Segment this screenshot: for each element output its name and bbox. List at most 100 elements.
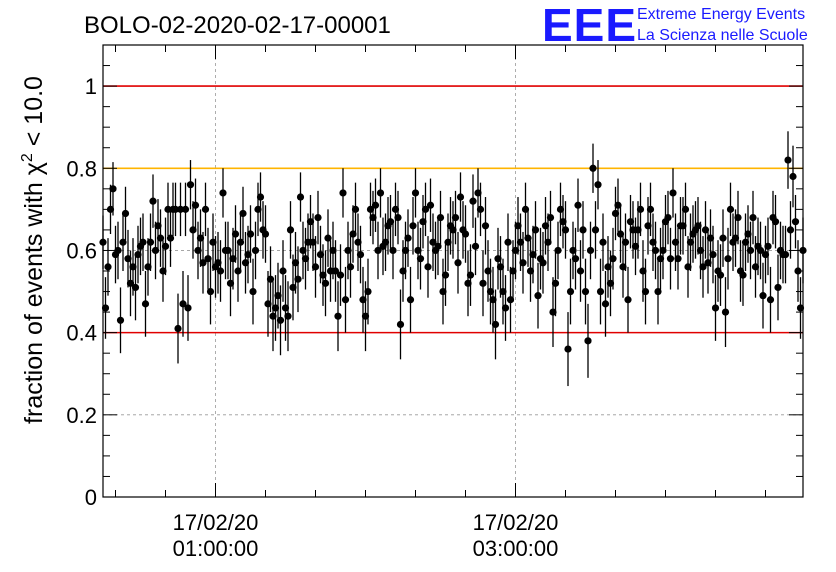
- data-point: [504, 238, 512, 246]
- data-point: [414, 246, 422, 255]
- data-point: [321, 279, 330, 287]
- y-tick-label: 0: [85, 485, 97, 510]
- data-point: [464, 279, 472, 287]
- data-point: [236, 238, 245, 246]
- data-point: [716, 271, 725, 279]
- data-point: [476, 205, 485, 213]
- data-point: [486, 287, 495, 296]
- data-point: [651, 246, 660, 255]
- data-point: [366, 205, 375, 213]
- data-point: [531, 226, 540, 234]
- y-tick-label: 0.4: [66, 321, 97, 346]
- data-point: [241, 259, 250, 267]
- data-point: [549, 308, 557, 316]
- data-point: [631, 242, 640, 250]
- data-point: [721, 308, 730, 316]
- data-point: [649, 238, 657, 246]
- data-point: [724, 255, 732, 263]
- data-point: [524, 234, 532, 242]
- data-point: [596, 287, 605, 296]
- data-point: [451, 213, 460, 222]
- data-point: [154, 222, 162, 230]
- data-point: [506, 296, 515, 304]
- data-point: [246, 230, 255, 238]
- data-point: [291, 259, 300, 267]
- data-point: [381, 238, 390, 246]
- data-point: [156, 234, 165, 242]
- data-point: [539, 259, 547, 267]
- data-point: [101, 304, 110, 312]
- data-point: [471, 242, 480, 250]
- data-point: [224, 246, 232, 255]
- data-point: [646, 205, 655, 213]
- data-point: [594, 181, 602, 189]
- data-point: [356, 250, 365, 259]
- data-point: [244, 250, 252, 259]
- data-point: [254, 205, 262, 213]
- y-tick-label: 0.2: [66, 403, 97, 428]
- data-point: [746, 246, 755, 255]
- data-point: [756, 246, 765, 255]
- data-point: [706, 234, 715, 242]
- data-point: [404, 234, 412, 242]
- data-point: [151, 246, 160, 255]
- data-point: [561, 226, 570, 234]
- data-point: [179, 300, 187, 308]
- data-point: [116, 316, 125, 324]
- data-point: [681, 205, 690, 213]
- data-point: [319, 271, 327, 279]
- data-point: [514, 222, 522, 230]
- data-point: [616, 230, 625, 238]
- data-point: [316, 250, 325, 259]
- data-point: [586, 246, 595, 255]
- data-point: [296, 193, 305, 201]
- data-point: [199, 259, 207, 267]
- data-point: [664, 213, 672, 222]
- data-point: [569, 246, 577, 255]
- data-point: [131, 283, 140, 292]
- data-point: [214, 259, 222, 267]
- data-point: [761, 250, 770, 259]
- data-point: [121, 209, 130, 218]
- data-point: [361, 312, 370, 320]
- data-point: [499, 287, 507, 296]
- data-point: [201, 205, 210, 213]
- data-point: [386, 218, 395, 226]
- data-point: [271, 304, 280, 312]
- data-point: [304, 238, 312, 246]
- data-point: [444, 238, 452, 246]
- data-point: [456, 193, 465, 201]
- data-point: [636, 205, 645, 213]
- data-point: [541, 222, 550, 230]
- data-point: [759, 292, 767, 300]
- data-point: [344, 246, 352, 255]
- data-point: [496, 263, 505, 271]
- x-tick-time-label: 01:00:00: [173, 536, 259, 561]
- data-point: [489, 296, 497, 304]
- y-tick-label: 1: [85, 74, 97, 99]
- data-point: [409, 222, 417, 230]
- data-point: [186, 181, 195, 189]
- data-point: [704, 259, 712, 267]
- data-point: [311, 263, 320, 271]
- data-point: [294, 275, 302, 283]
- data-point: [411, 189, 420, 197]
- data-point: [686, 238, 695, 246]
- data-point: [441, 271, 450, 279]
- data-point: [324, 234, 332, 242]
- data-point: [349, 230, 357, 238]
- data-point: [449, 226, 457, 234]
- data-point: [124, 255, 132, 263]
- data-point: [106, 205, 115, 213]
- data-point: [604, 263, 612, 271]
- data-point: [479, 279, 487, 287]
- data-point: [354, 238, 362, 246]
- data-point: [219, 189, 227, 197]
- data-point: [436, 213, 445, 222]
- data-point: [371, 201, 380, 209]
- data-point: [416, 255, 425, 263]
- data-point: [764, 242, 772, 250]
- data-point: [701, 226, 710, 234]
- data-point: [581, 287, 590, 296]
